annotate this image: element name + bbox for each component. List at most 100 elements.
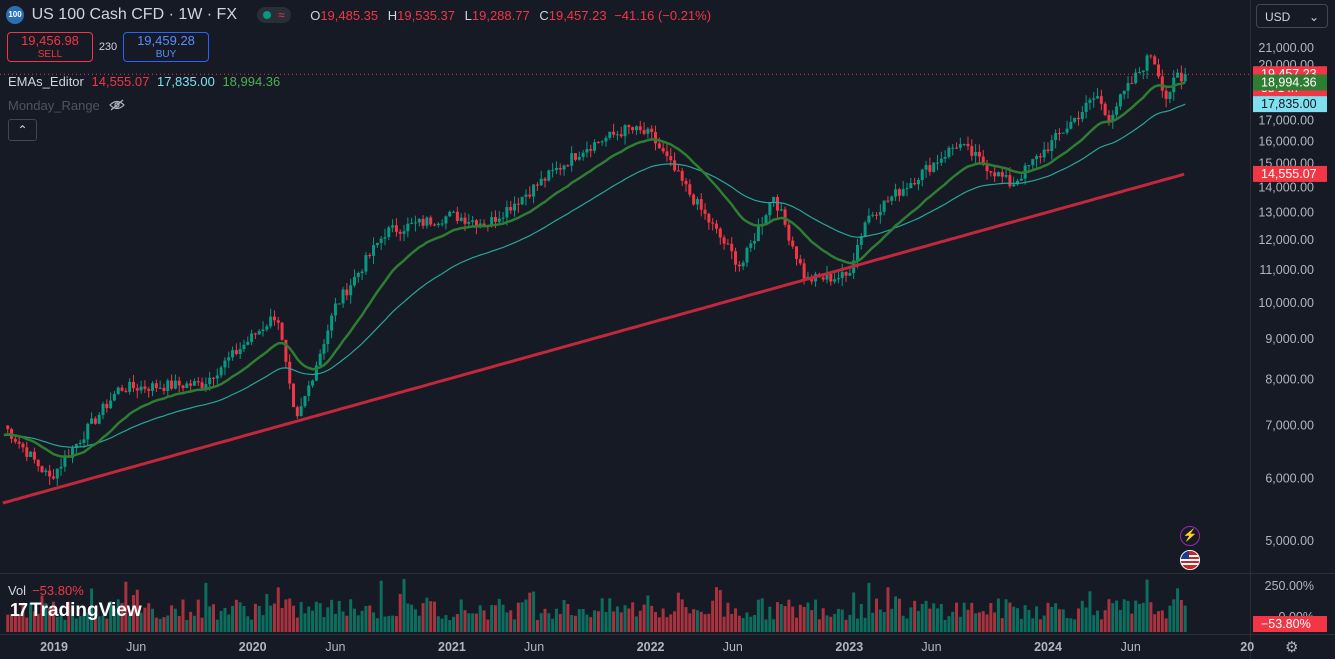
candle-body	[105, 403, 109, 409]
sell-button[interactable]: 19,456.98 SELL	[7, 32, 93, 62]
volume-legend[interactable]: Vol −53.80%	[8, 583, 84, 598]
candle-body	[619, 134, 623, 137]
volume-bar	[905, 618, 909, 632]
volume-bar	[36, 614, 40, 632]
volume-bar	[619, 612, 623, 632]
candle-body	[1176, 72, 1180, 78]
candle-body	[566, 165, 570, 167]
volume-bar	[288, 598, 292, 632]
volume-bar	[13, 604, 17, 632]
symbol-title[interactable]: US 100 Cash CFD · 1W · FX	[31, 6, 237, 23]
sell-price: 19,456.98	[21, 33, 79, 48]
volume-bar	[196, 599, 200, 632]
volume-bar	[1179, 599, 1183, 632]
volume-bar	[1050, 606, 1054, 632]
volume-bar	[139, 612, 143, 632]
volume-bar	[760, 598, 764, 632]
volume-bar	[1141, 602, 1145, 632]
volume-bar	[71, 604, 75, 632]
candle-body	[844, 272, 848, 276]
candle-body	[539, 178, 543, 186]
candle-body	[311, 380, 315, 386]
candle-body	[40, 466, 44, 473]
volume-bar	[535, 619, 539, 632]
y-tick-label: 10,000.00	[1258, 296, 1314, 310]
volume-bar	[730, 613, 734, 632]
volume-bar	[429, 601, 433, 632]
volume-bar	[204, 582, 208, 632]
volume-bar	[810, 610, 814, 632]
collapse-legend-button[interactable]: ⌃	[8, 119, 37, 141]
volume-bar	[554, 608, 558, 632]
volume-bar	[352, 608, 356, 632]
candle-body	[120, 387, 124, 391]
volume-bar	[707, 613, 711, 632]
candle-body	[867, 215, 871, 223]
candle-body	[269, 316, 273, 327]
volume-bar	[615, 606, 619, 632]
gear-icon[interactable]: ⚙	[1285, 639, 1299, 656]
candle-body	[375, 242, 379, 246]
candle-body	[1088, 99, 1092, 103]
symbol-badge-icon[interactable]: 100	[6, 6, 24, 24]
volume-bar	[1176, 588, 1180, 632]
candle-body	[920, 169, 924, 180]
volume-bar	[646, 595, 650, 632]
monday-range-legend[interactable]: Monday_Range	[8, 98, 126, 113]
candle-body	[520, 196, 524, 205]
us-flag-icon[interactable]	[1180, 550, 1200, 570]
y-tick-label: 14,000.00	[1258, 180, 1314, 194]
candle-body	[21, 443, 25, 448]
volume-bar	[158, 618, 162, 632]
candle-body	[1126, 83, 1130, 91]
currency-select[interactable]: USD ⌄	[1256, 4, 1328, 28]
volume-bar	[1019, 618, 1023, 632]
volume-bar	[1103, 610, 1107, 632]
candle-body	[875, 214, 879, 216]
candle-body	[905, 188, 909, 190]
volume-bar	[532, 591, 536, 632]
x-tick-label: 20	[1240, 640, 1254, 654]
volume-bar	[200, 617, 204, 632]
candle-body	[154, 383, 158, 389]
candle-body	[368, 255, 372, 257]
volume-bar	[1157, 611, 1161, 632]
candle-body	[1027, 165, 1031, 167]
volume-bar	[59, 614, 63, 632]
candle-body	[802, 263, 806, 279]
candle-body	[364, 255, 368, 272]
lightning-icon[interactable]: ⚡	[1180, 526, 1200, 546]
volume-bar	[185, 619, 189, 632]
eye-off-icon[interactable]	[109, 99, 126, 111]
volume-bar	[989, 602, 993, 632]
candle-body	[791, 240, 795, 247]
volume-bar	[798, 604, 802, 632]
volume-bar	[29, 602, 33, 632]
candle-body	[989, 171, 993, 173]
candle-body	[996, 172, 1000, 177]
volume-bar	[528, 592, 532, 632]
volume-bar	[10, 614, 14, 632]
candle-body	[562, 165, 566, 170]
candle-body	[429, 217, 433, 225]
volume-bar	[467, 613, 471, 632]
volume-bar	[444, 615, 448, 632]
volume-bar	[360, 610, 364, 632]
ema-fast-value: 18,994.36	[222, 74, 281, 89]
tradingview-logo[interactable]: 17 TradingView	[10, 600, 142, 622]
volume-bar	[1172, 599, 1176, 632]
buy-button[interactable]: 19,459.28 BUY	[123, 32, 209, 62]
market-status-pill[interactable]: ≈	[256, 7, 291, 23]
candle-body	[1076, 117, 1080, 120]
candle-body	[356, 272, 360, 277]
volume-bar	[166, 615, 170, 632]
candle-body	[318, 353, 322, 366]
candle-body	[292, 383, 296, 408]
candle-body	[676, 170, 680, 172]
candle-body	[78, 442, 82, 445]
candle-body	[798, 258, 802, 264]
volume-bar	[513, 619, 517, 632]
x-tick-label: 2023	[835, 640, 863, 654]
ema-legend[interactable]: EMAs_Editor 14,555.07 17,835.00 18,994.3…	[8, 74, 284, 89]
